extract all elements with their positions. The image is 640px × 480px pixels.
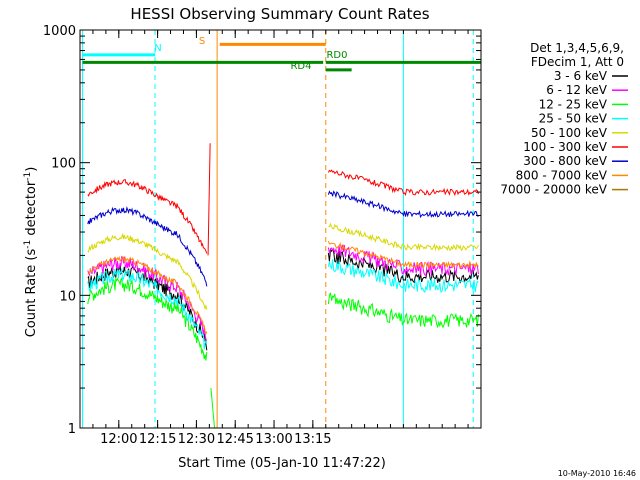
y-axis-label: Count Rate (s-1 detector-1) — [23, 167, 39, 338]
legend-label-4: 50 - 100 keV — [531, 126, 608, 140]
series-1-segment-1 — [327, 244, 479, 277]
chart-title: HESSI Observing Summary Count Rates — [130, 5, 429, 23]
series-7-segment-0 — [87, 255, 208, 336]
legend-header-1: Det 1,3,4,5,6,9, — [530, 41, 624, 55]
legend-label-6: 300 - 800 keV — [523, 154, 607, 168]
series-6-segment-1 — [327, 190, 479, 219]
flag-label-rd4: RD4 — [290, 61, 311, 72]
series-2-segment-0 — [87, 276, 208, 361]
series-7-segment-1 — [327, 241, 479, 270]
legend-label-3: 25 - 50 keV — [539, 112, 608, 126]
legend: Det 1,3,4,5,6,9, FDecim 1, Att 0 3 - 6 k… — [500, 41, 628, 197]
series-5-segment-1 — [327, 169, 479, 197]
x-tick-label-1: 12:15 — [139, 432, 176, 447]
legend-label-7: 800 - 7000 keV — [516, 168, 608, 182]
legend-label-2: 12 - 25 keV — [539, 97, 608, 111]
plot-area: N S RD0 RD4 12:00 12:15 12:30 12:45 13:00 13:15 1 1… — [43, 24, 482, 447]
series-4-segment-0 — [87, 232, 208, 311]
x-axis-label: Start Time (05-Jan-10 11:47:22) — [178, 456, 386, 471]
legend-label-5: 100 - 300 keV — [523, 140, 607, 154]
x-tick-label-3: 12:45 — [216, 432, 253, 447]
series-6-segment-0 — [87, 206, 208, 287]
plot-frame — [79, 29, 482, 429]
series-2-drop — [210, 388, 216, 429]
x-tick-label-5: 13:15 — [294, 432, 331, 447]
y-tick-label-0: 1 — [68, 422, 76, 437]
legend-label-0: 3 - 6 keV — [554, 69, 608, 83]
flag-label-s: S — [199, 36, 205, 47]
series-3-segment-1 — [327, 259, 479, 294]
series-5-segment-0 — [87, 179, 208, 254]
y-tick-label-2: 100 — [51, 157, 76, 172]
series-2-segment-1 — [327, 292, 479, 329]
series-4-segment-1 — [328, 222, 479, 252]
flag-label-rd0: RD0 — [326, 50, 347, 61]
flag-label-n: N — [154, 43, 161, 54]
x-tick-label-2: 12:30 — [178, 432, 215, 447]
series-3-segment-0 — [87, 268, 208, 350]
legend-header-2: FDecim 1, Att 0 — [531, 55, 624, 69]
y-tick-label-1: 10 — [59, 289, 76, 304]
footer-timestamp: 10-May-2010 16:46 — [558, 469, 636, 478]
series-5-spike — [207, 143, 211, 256]
x-tick-label-0: 12:00 — [100, 432, 137, 447]
x-tick-label-4: 13:00 — [255, 432, 292, 447]
series-0-segment-1 — [327, 248, 479, 284]
y-tick-label-3: 1000 — [43, 24, 76, 39]
legend-label-8: 7000 - 20000 keV — [500, 183, 607, 197]
legend-label-1: 6 - 12 keV — [546, 83, 608, 97]
series-0-segment-0 — [87, 264, 208, 351]
